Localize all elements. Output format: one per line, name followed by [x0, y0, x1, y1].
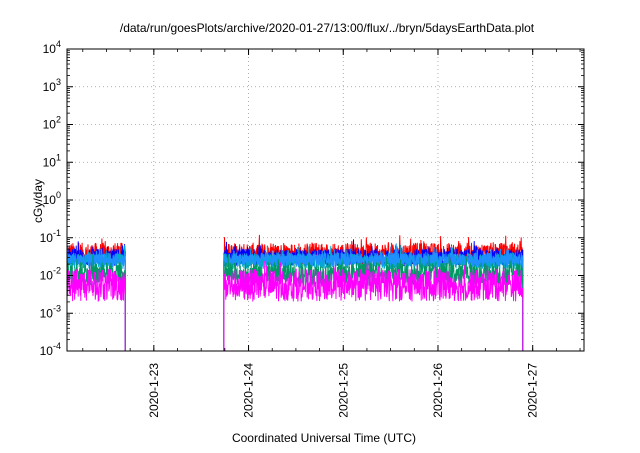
y-tick-label: 104	[43, 39, 61, 56]
x-tick-label: 2020-1-25	[336, 363, 350, 418]
series-lines	[66, 234, 524, 351]
y-tick-label: 102	[43, 115, 61, 132]
y-tick-label: 101	[43, 152, 61, 169]
y-axis-label: cGy/day	[31, 179, 45, 223]
y-tick-label: 10-1	[40, 228, 61, 245]
x-tick-label: 2020-1-27	[526, 363, 540, 418]
y-tick-label: 100	[43, 190, 61, 207]
y-tick-label: 10-2	[40, 266, 61, 283]
x-tick-label: 2020-1-23	[147, 363, 161, 418]
plot-frame	[66, 48, 585, 352]
x-tick-label: 2020-1-24	[242, 363, 256, 418]
series-line-4	[66, 253, 524, 351]
grid	[67, 49, 584, 351]
axes: 10-4 10-3 10-2 10-1 100 101 102 103 104 2020-1-23…	[40, 39, 585, 418]
x-axis-label: Coordinated Universal Time (UTC)	[232, 431, 416, 445]
chart-title: /data/run/goesPlots/archive/2020-01-27/1…	[120, 21, 535, 35]
y-tick-label: 10-3	[40, 303, 61, 320]
y-tick-label: 103	[43, 77, 61, 94]
y-tick-label: 10-4	[40, 341, 61, 358]
x-tick-label: 2020-1-26	[431, 363, 445, 418]
series-line-5	[66, 261, 524, 351]
